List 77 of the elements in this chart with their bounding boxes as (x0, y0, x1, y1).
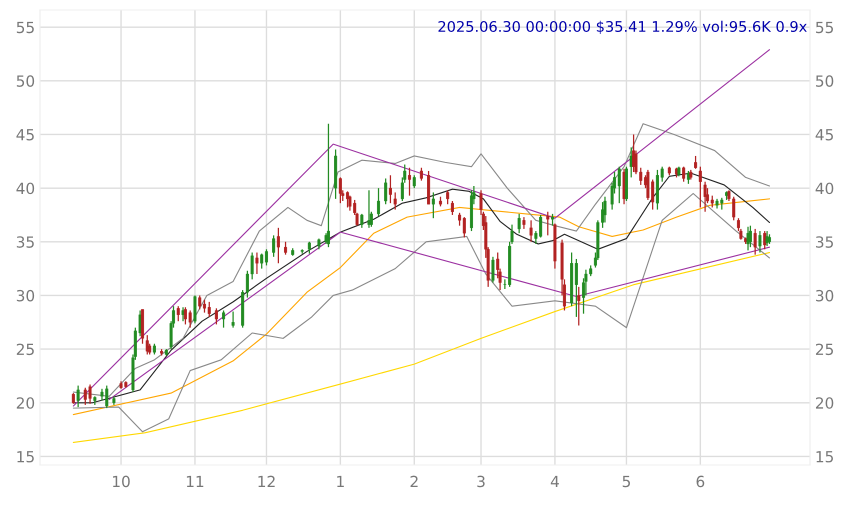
y2-tick-label: 30 (816, 290, 834, 302)
line-series (72, 172, 770, 404)
y-tick-label: 55 (16, 22, 34, 34)
candlestick (704, 181, 707, 212)
y2-tick-label: 35 (816, 236, 833, 248)
candlestick (284, 241, 288, 256)
candlestick (338, 176, 342, 204)
candlestick (518, 213, 521, 234)
y2-tick-label: 40 (816, 182, 834, 194)
candlestick (754, 228, 757, 256)
candlestick (232, 310, 235, 328)
x-tick-label: 1 (337, 476, 344, 488)
candlestick (689, 169, 692, 180)
y-tick-label: 40 (16, 182, 34, 194)
y-tick-label: 15 (17, 451, 34, 462)
candlestick (214, 308, 218, 326)
candlestick (308, 241, 311, 254)
candlestick (72, 392, 75, 404)
candlestick (222, 310, 226, 328)
candlestick (394, 192, 397, 210)
candlestick (272, 234, 276, 258)
candlestick (255, 252, 258, 275)
x-tick-label: 4 (550, 476, 559, 488)
candlestick (317, 238, 320, 250)
candlestick (384, 178, 388, 205)
candlestick (694, 155, 698, 170)
y2-tick-label: 50 (816, 75, 834, 87)
candlestick (446, 190, 450, 205)
y-tick-label: 30 (16, 290, 34, 302)
candlestick (546, 211, 550, 236)
candlestick (420, 167, 423, 182)
line-series (72, 252, 770, 444)
candlestick (698, 166, 702, 208)
line-series (72, 49, 770, 407)
x-tick-label: 12 (258, 476, 275, 488)
candlestick (412, 174, 416, 189)
candlestick (682, 166, 686, 182)
x-tick-label: 5 (622, 476, 630, 488)
candlestick (152, 343, 156, 356)
candlestick (432, 192, 435, 219)
candlestick (176, 306, 180, 322)
candlestick (376, 188, 380, 217)
candlestick (438, 196, 442, 208)
y2-tick-label: 45 (816, 129, 833, 141)
annotation: 2025.06.30 00:00:00 $35.41 1.29% vol:95.6K 0.9x (438, 20, 807, 34)
candlestick (408, 167, 412, 196)
candlestick (450, 200, 454, 216)
candlestick (326, 123, 330, 248)
candlestick (276, 227, 280, 264)
candlestick (577, 286, 580, 326)
candlestick (491, 256, 494, 284)
y-tick-label: 50 (16, 75, 34, 87)
candlestick (748, 225, 752, 248)
candlestick (146, 334, 149, 356)
candlestick (758, 230, 762, 254)
y2-tick-label: 15 (816, 451, 833, 462)
candlestick (530, 220, 533, 242)
candlestick (522, 216, 526, 230)
y2-tick-label: 20 (816, 397, 834, 409)
candlestick (360, 213, 364, 228)
y-tick-label: 45 (16, 129, 34, 141)
candlestick (76, 384, 80, 408)
x-tick-label: 10 (113, 476, 130, 488)
y-tick-label: 20 (16, 397, 34, 409)
candlestick (763, 230, 766, 250)
candlestick (388, 174, 392, 204)
x-tick-label: 11 (186, 476, 204, 488)
y-tick-label: 35 (16, 236, 34, 248)
candlestick (551, 213, 554, 226)
y2-tick-label: 25 (816, 344, 833, 356)
x-tick-label: 2 (410, 476, 418, 488)
candlestick (768, 234, 771, 245)
x-tick-label: 3 (477, 476, 485, 488)
candlestick (677, 166, 680, 177)
y-tick-label: 25 (16, 344, 34, 356)
y2-tick-label: 55 (816, 22, 833, 34)
x-tick-label: 6 (696, 476, 704, 488)
